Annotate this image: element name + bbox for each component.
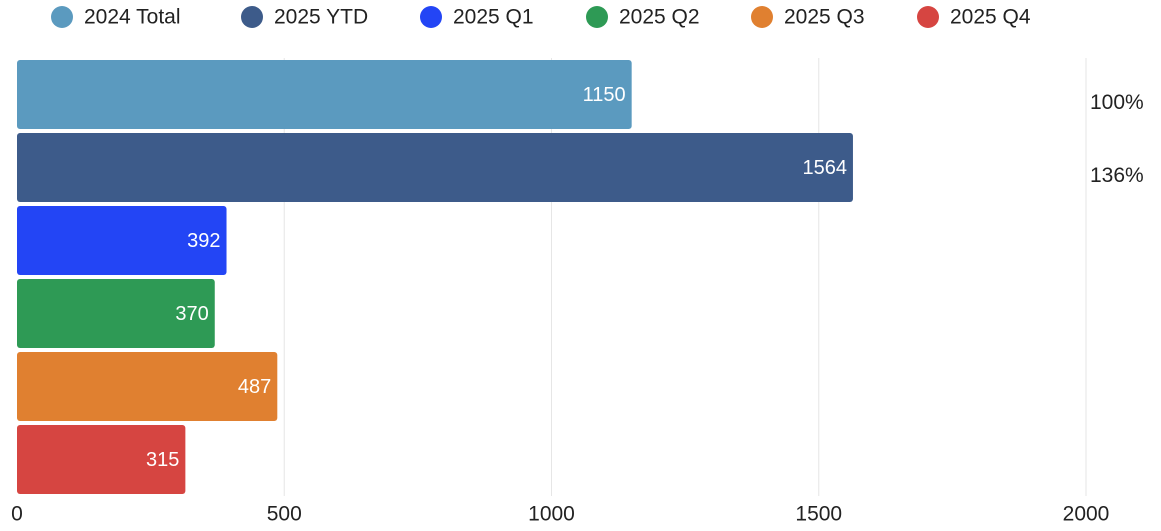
- x-tick-label: 1500: [795, 503, 842, 526]
- x-tick-label: 500: [267, 503, 302, 526]
- bar: [17, 206, 227, 275]
- value-label: 315: [146, 449, 179, 471]
- bar: [17, 352, 278, 421]
- value-label: 370: [175, 303, 208, 325]
- legend-swatch: [241, 6, 263, 28]
- legend-swatch: [917, 6, 939, 28]
- annotation: 136%: [1090, 164, 1144, 187]
- bar: [17, 60, 632, 129]
- legend-label: 2025 Q1: [453, 6, 534, 29]
- bar: [17, 133, 853, 202]
- legend-swatch: [420, 6, 442, 28]
- legend-label: 2025 Q4: [950, 6, 1031, 29]
- legend-label: 2025 Q3: [784, 6, 865, 29]
- value-label: 392: [187, 230, 220, 252]
- legend-swatch: [586, 6, 608, 28]
- x-tick-label: 1000: [528, 503, 575, 526]
- legend-label: 2025 YTD: [274, 6, 368, 29]
- x-tick-label: 0: [11, 503, 23, 526]
- value-label: 1150: [583, 84, 626, 106]
- value-label: 487: [238, 376, 271, 398]
- x-tick-label: 2000: [1063, 503, 1110, 526]
- bar: [17, 279, 215, 348]
- bar: [17, 425, 186, 494]
- legend-label: 2024 Total: [84, 6, 181, 29]
- annotation: 100%: [1090, 91, 1144, 114]
- value-label: 1564: [802, 157, 847, 179]
- legend-label: 2025 Q2: [619, 6, 700, 29]
- legend-swatch: [51, 6, 73, 28]
- legend-swatch: [751, 6, 773, 28]
